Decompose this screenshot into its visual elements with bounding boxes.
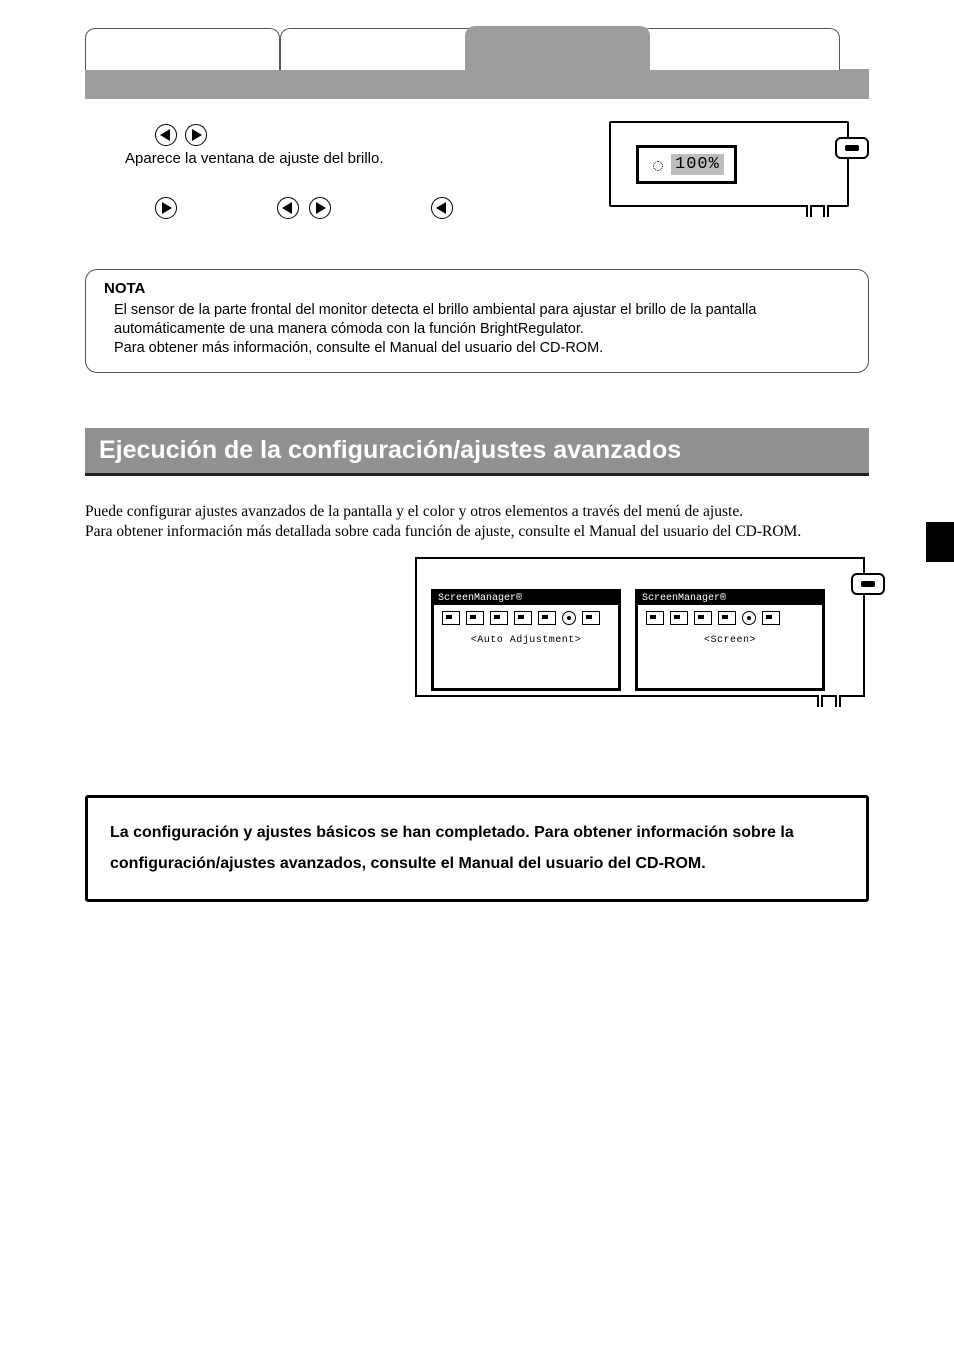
osd-header: ScreenManager® — [434, 592, 618, 605]
left-arrow-icon — [155, 124, 177, 146]
instruction-block: Aparece la ventana de ajuste del brillo.… — [85, 99, 869, 229]
brightness-value: 100% — [671, 154, 724, 175]
left-arrow-icon — [431, 197, 453, 219]
tab-1 — [85, 28, 280, 70]
completion-box: La configuración y ajustes básicos se ha… — [85, 795, 869, 902]
section-body-line: Puede configurar ajustes avanzados de la… — [85, 502, 869, 523]
left-arrow-icon — [277, 197, 299, 219]
section-heading: Ejecución de la configuración/ajustes av… — [85, 428, 869, 476]
osd-icon — [742, 611, 756, 625]
nota-box: NOTA El sensor de la parte frontal del m… — [85, 269, 869, 373]
osd-icon — [442, 611, 460, 625]
screenmanager-illustration: ScreenManager® <Auto Adjustment> ScreenM… — [85, 565, 869, 735]
right-arrow-icon — [185, 124, 207, 146]
tab-2 — [280, 28, 478, 70]
right-arrow-icon — [155, 197, 177, 219]
osd-panel-right: ScreenManager® <Screen> — [635, 589, 825, 691]
osd-icons — [638, 605, 822, 627]
osd-icon — [514, 611, 532, 625]
osd-footer-left: <Auto Adjustment> — [434, 635, 618, 646]
osd-icon — [562, 611, 576, 625]
monitor-button-icon — [835, 137, 869, 159]
osd-footer-right: <Screen> — [638, 635, 822, 646]
monitor-illustration: 100% — [609, 121, 869, 207]
tab-4 — [640, 28, 840, 70]
monitor-button-icon — [851, 573, 885, 595]
section-body-line: Para obtener información más detallada s… — [85, 522, 869, 543]
page-side-tab — [926, 522, 954, 562]
osd-icon — [582, 611, 600, 625]
right-arrow-icon — [309, 197, 331, 219]
osd-icon — [694, 611, 712, 625]
osd-icon — [762, 611, 780, 625]
osd-icon — [490, 611, 508, 625]
osd-panel-left: ScreenManager® <Auto Adjustment> — [431, 589, 621, 691]
osd-icon — [466, 611, 484, 625]
nota-body-line: El sensor de la parte frontal del monito… — [114, 301, 850, 339]
brightness-osd-box: 100% — [636, 145, 737, 184]
osd-icon — [718, 611, 736, 625]
nota-body-line: Para obtener más información, consulte e… — [114, 339, 850, 358]
nota-title: NOTA — [104, 280, 850, 297]
osd-icon — [646, 611, 664, 625]
osd-icon — [670, 611, 688, 625]
osd-icon — [538, 611, 556, 625]
osd-icons — [434, 605, 618, 627]
osd-header: ScreenManager® — [638, 592, 822, 605]
tab-row — [85, 20, 869, 70]
sun-icon — [649, 157, 665, 173]
